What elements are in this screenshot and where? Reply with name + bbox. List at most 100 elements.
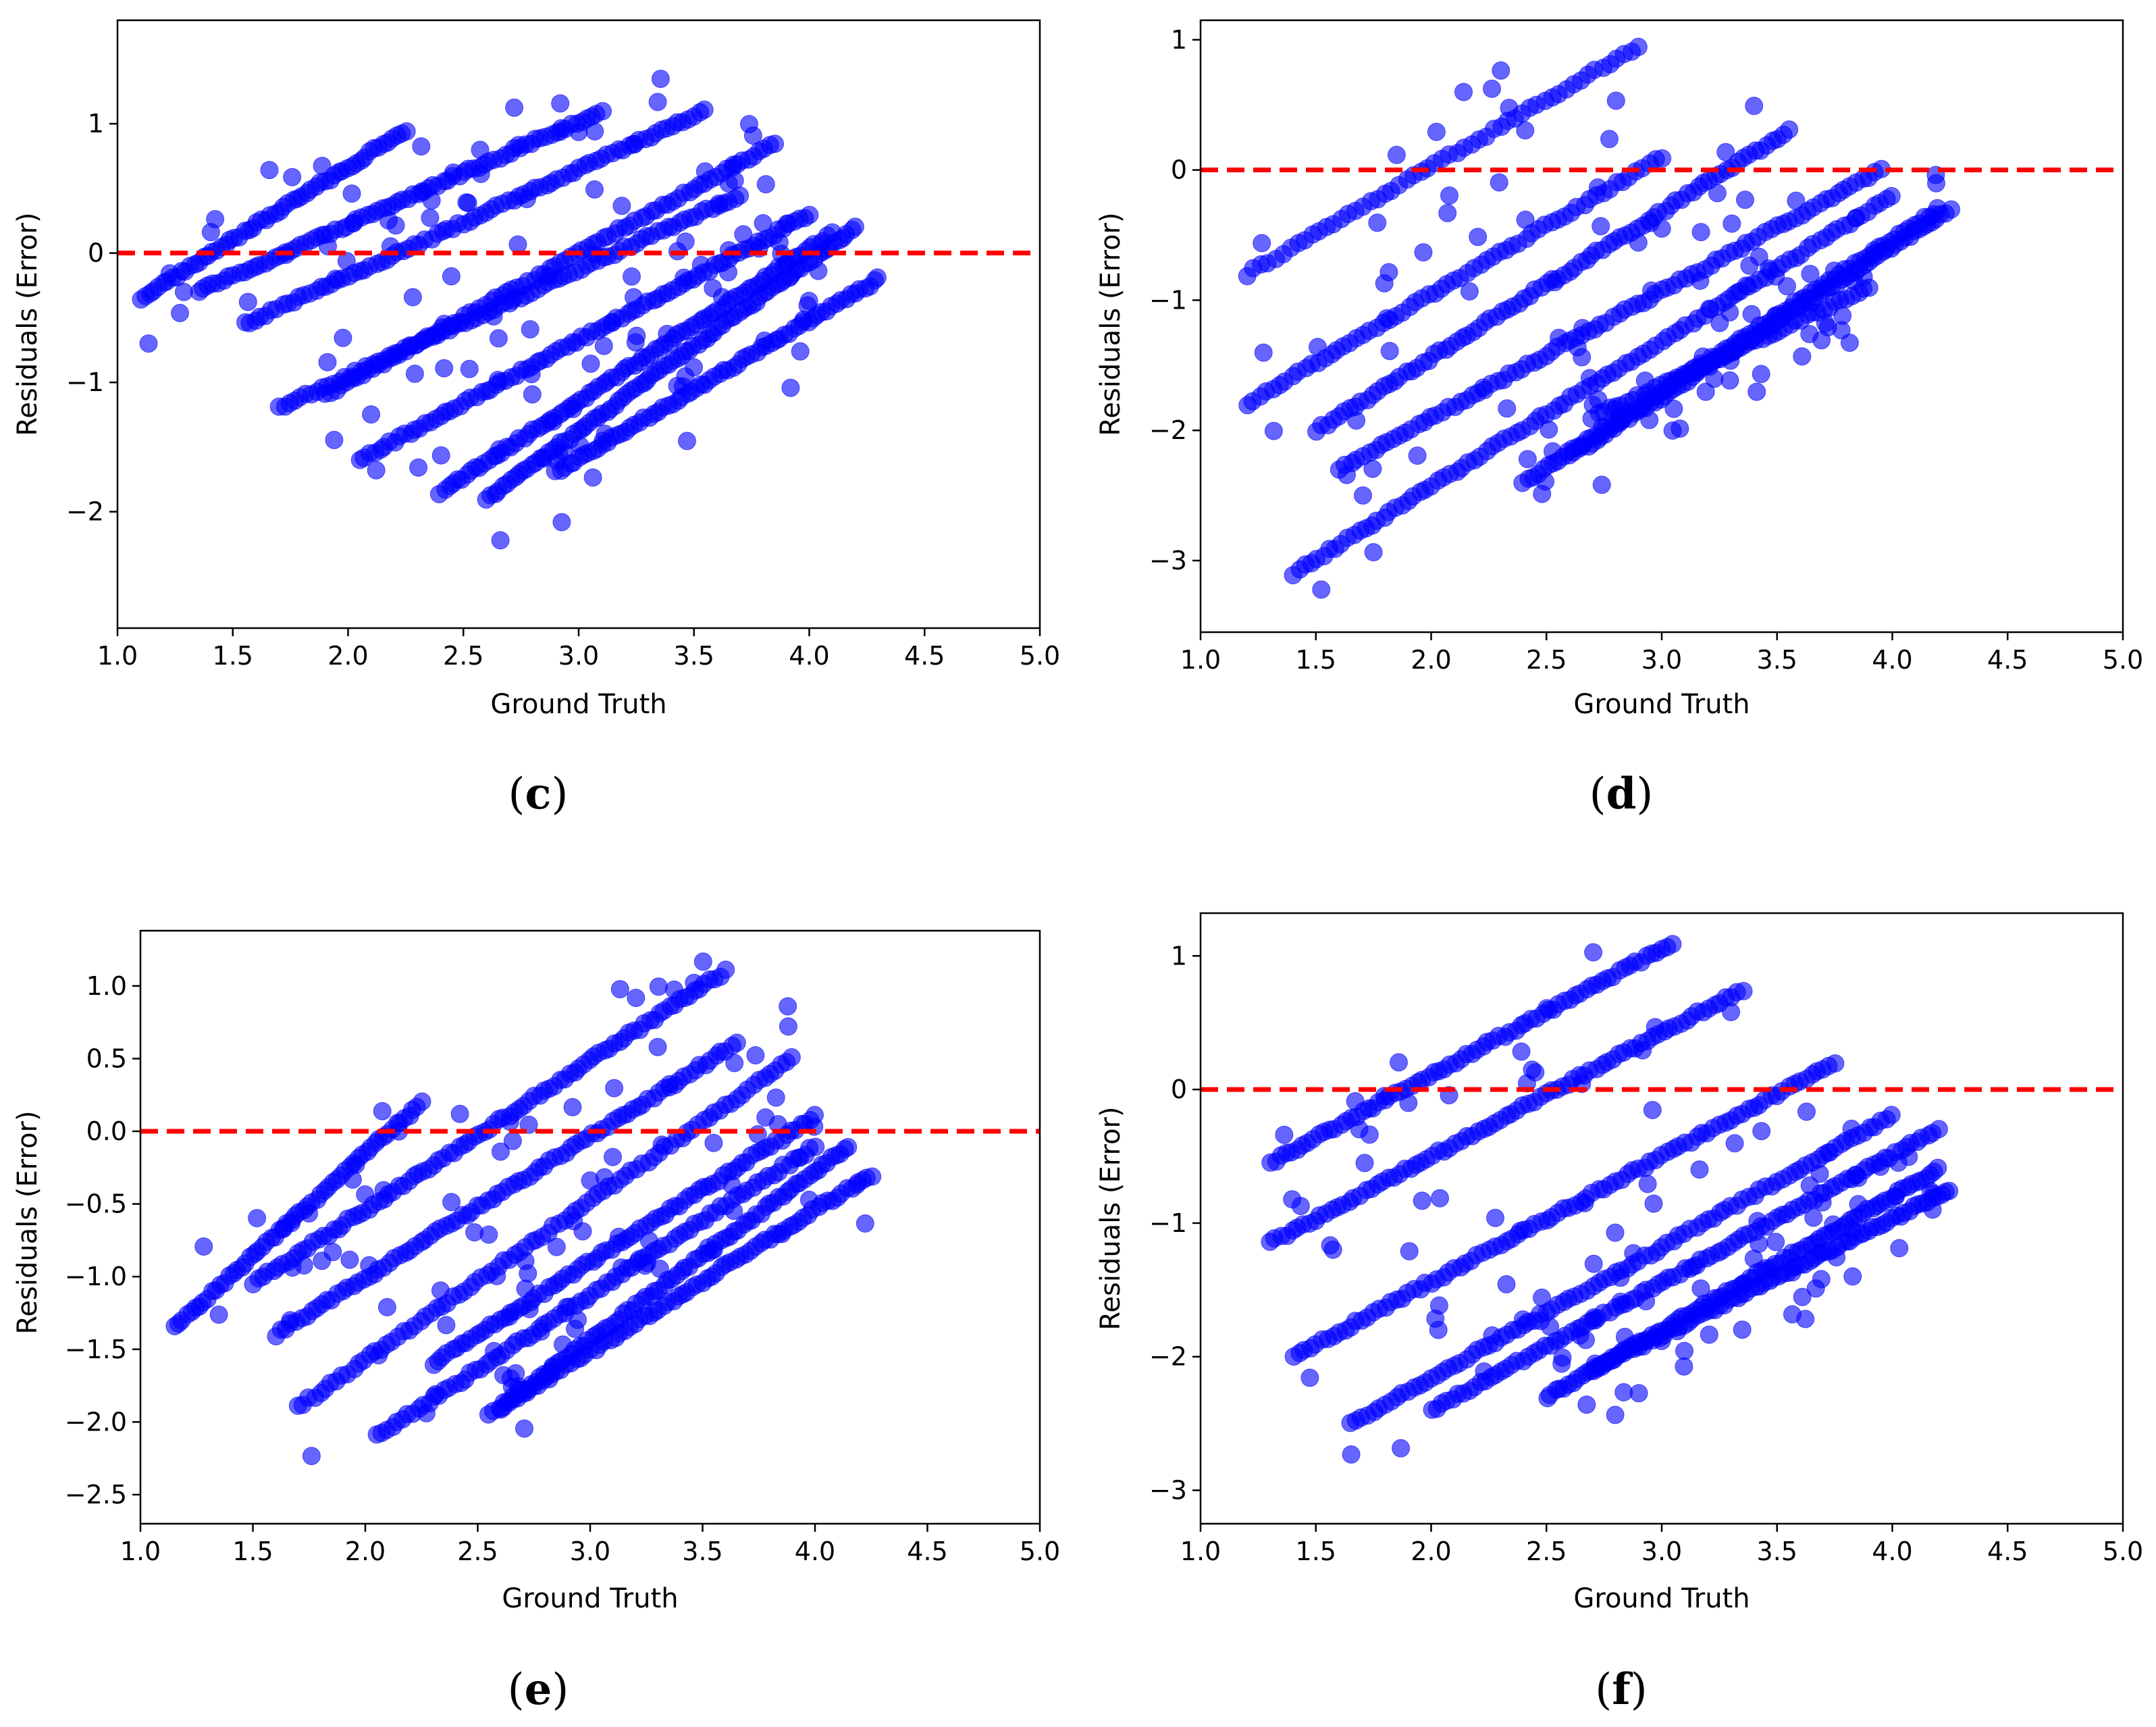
data-point (660, 1075, 679, 1093)
data-point (1806, 1279, 1825, 1298)
data-point (1691, 272, 1710, 290)
data-point (1368, 213, 1387, 232)
data-point (1473, 378, 1492, 397)
data-point (1584, 1254, 1603, 1273)
data-point (612, 197, 631, 215)
data-point (594, 336, 613, 355)
data-points (165, 952, 882, 1466)
data-point (754, 214, 772, 232)
plot-frame (1199, 19, 2124, 634)
data-point (435, 315, 454, 333)
data-point (581, 355, 600, 373)
data-point (369, 1346, 388, 1365)
data-point (704, 1133, 723, 1152)
data-point (725, 171, 744, 190)
data-point (1580, 369, 1599, 388)
data-point (685, 973, 704, 992)
data-point (1429, 1296, 1448, 1315)
data-point (1483, 1326, 1502, 1345)
data-point (1637, 1292, 1656, 1311)
x-tick-label: 1.0 (97, 641, 138, 671)
data-point (1544, 442, 1562, 461)
x-tick-label: 3.0 (558, 641, 599, 671)
y-tick-label: −2 (1149, 415, 1187, 445)
data-point (799, 1190, 818, 1209)
x-tick-label: 1.5 (213, 641, 253, 671)
x-axis-title: Ground Truth (1573, 689, 1750, 720)
data-point (1752, 365, 1770, 384)
x-tick-label: 3.5 (682, 1537, 722, 1566)
data-point (1690, 1160, 1709, 1179)
data-point (800, 205, 819, 224)
data-point (1592, 475, 1611, 494)
x-ticks: 1.0 1.5 2.0 2.5 3.0 3.5 4.0 4.5 5.0 (1180, 1524, 2143, 1566)
x-tick-label: 3.5 (1757, 1537, 1797, 1566)
data-point (1354, 486, 1372, 505)
data-point (500, 1307, 519, 1326)
data-point (1440, 186, 1458, 205)
data-point (1787, 191, 1806, 210)
data-point (740, 115, 758, 134)
x-ticks: 1.0 1.5 2.0 2.5 3.0 3.5 4.0 4.5 5.0 (120, 1524, 1060, 1566)
data-point (1843, 1267, 1862, 1286)
data-point (569, 122, 588, 141)
data-point (746, 1046, 765, 1064)
data-point (1759, 1261, 1778, 1280)
x-tick-label: 4.0 (1872, 645, 1912, 675)
data-point (1889, 1154, 1908, 1172)
data-point (1700, 299, 1718, 318)
data-point (1312, 580, 1331, 599)
data-point (1364, 543, 1383, 562)
data-point (1890, 1239, 1909, 1258)
y-tick-label: −1 (66, 367, 104, 397)
data-point (442, 267, 461, 286)
data-point (501, 1112, 519, 1131)
data-point (1483, 79, 1501, 98)
data-point (1611, 412, 1630, 430)
y-tick-label: −2 (66, 497, 104, 527)
data-point (1691, 223, 1710, 242)
data-point (612, 1258, 631, 1277)
data-point (409, 458, 428, 477)
y-tick-label: −3 (1149, 1476, 1187, 1505)
y-tick-label: 1 (1171, 941, 1187, 971)
x-tick-label: 4.5 (1987, 645, 2028, 675)
x-tick-label: 4.0 (1872, 1537, 1912, 1566)
data-point (849, 1173, 867, 1192)
data-point (318, 353, 337, 371)
data-point (678, 432, 696, 450)
x-tick-label: 2.5 (443, 641, 483, 671)
data-point (1849, 1195, 1868, 1214)
data-point (794, 310, 813, 329)
data-point (313, 157, 332, 176)
x-tick-label: 3.0 (570, 1537, 610, 1566)
y-tick-label: −0.5 (65, 1189, 127, 1219)
data-point (719, 263, 737, 282)
y-tick-label: −1.5 (65, 1335, 127, 1364)
data-point (1643, 1101, 1662, 1119)
data-point (648, 93, 667, 111)
data-point (770, 233, 789, 252)
data-point (629, 1250, 648, 1269)
data-point (1309, 338, 1327, 357)
data-point (1810, 1164, 1829, 1183)
data-point (1663, 935, 1682, 954)
x-tick-label: 4.5 (904, 641, 945, 671)
y-tick-label: −1.0 (65, 1262, 127, 1291)
data-point (1940, 1181, 1959, 1200)
data-point (845, 217, 864, 236)
data-point (1847, 209, 1866, 228)
data-point (1748, 1212, 1767, 1231)
data-point (377, 1297, 396, 1316)
data-point (489, 329, 508, 348)
panel-c: 1.0 1.5 2.0 2.5 3.0 3.5 4.0 4.5 5.0 −2 −1 0 1 Groun… (12, 19, 1060, 819)
data-point (639, 1231, 658, 1250)
data-point (515, 1419, 533, 1438)
y-ticks: −3 −2 −1 0 1 (1149, 941, 1201, 1505)
data-point (1536, 472, 1554, 491)
data-point (1512, 1042, 1531, 1061)
data-point (1742, 305, 1761, 324)
data-point (548, 451, 567, 470)
data-point (431, 1281, 450, 1300)
data-point (699, 1238, 718, 1257)
